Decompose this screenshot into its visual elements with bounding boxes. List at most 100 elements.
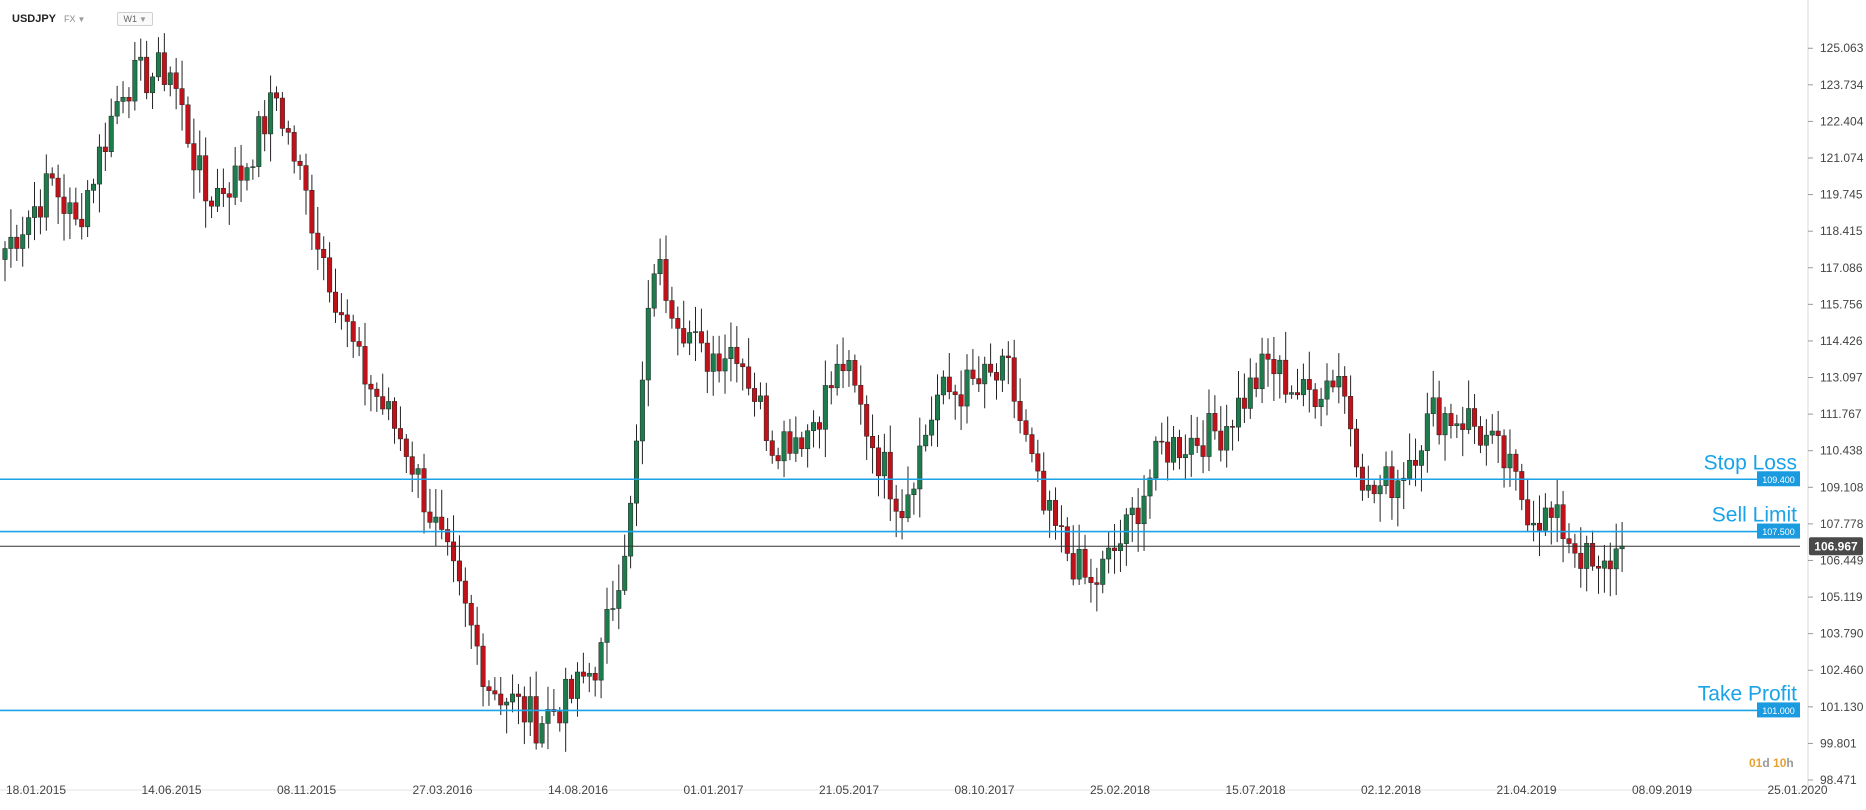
symbol-label[interactable]: USDJPY <box>12 13 57 25</box>
candle-body <box>1123 514 1129 544</box>
candle-body <box>899 511 905 519</box>
candle-body <box>934 394 940 421</box>
market-selector[interactable]: FX ▼ <box>64 14 85 24</box>
candle-body <box>1135 507 1141 525</box>
candle-body <box>356 341 362 347</box>
candle-body <box>504 701 510 706</box>
candle-body <box>1395 480 1401 499</box>
candle-body <box>952 391 958 395</box>
candle-body <box>67 202 73 214</box>
candle-body <box>250 166 256 168</box>
time-tick-label: 08.09.2019 <box>1632 783 1692 797</box>
candle-body <box>1295 392 1300 396</box>
level-price-tag <box>1757 523 1800 539</box>
candle-body <box>1076 549 1082 580</box>
candle-body <box>1070 553 1076 580</box>
candle-body <box>870 436 876 449</box>
candle-body <box>43 173 49 218</box>
candle-body <box>1554 504 1560 518</box>
candle-body <box>1147 477 1153 497</box>
candle-body <box>8 236 14 249</box>
candle-body <box>1472 408 1478 427</box>
candle-body <box>1200 445 1206 457</box>
candle-body <box>887 451 893 500</box>
candle-body <box>309 190 315 234</box>
candle-body <box>462 580 468 604</box>
candle-body <box>976 378 982 385</box>
candle-body <box>657 259 663 275</box>
candle-body <box>14 236 20 249</box>
candle-body <box>604 609 610 643</box>
candle-body <box>197 155 203 171</box>
candle-body <box>1253 377 1259 390</box>
candle-body <box>155 52 161 78</box>
candle-body <box>710 353 716 372</box>
level-name: Sell Limit <box>1712 504 1797 527</box>
candle-body <box>203 155 209 202</box>
candle-body <box>1159 440 1165 443</box>
price-tick-label: 99.801 <box>1820 736 1857 750</box>
candle-body <box>1531 522 1537 526</box>
candle-body <box>1100 558 1106 585</box>
candle-body <box>262 116 268 135</box>
candle-body <box>1171 437 1177 463</box>
time-axis[interactable]: 18.01.2015 14.06.2015 08.11.2015 27.03.2016… <box>0 783 1828 797</box>
candle-body <box>563 678 569 724</box>
candle-body <box>769 440 775 456</box>
candle-body <box>244 167 250 181</box>
level-price-label: 101.000 <box>1762 706 1795 716</box>
candle-body <box>858 385 864 405</box>
candle-body <box>220 187 226 194</box>
candle-body <box>368 383 374 390</box>
candle-body <box>1289 392 1295 395</box>
candle-body <box>1176 437 1182 459</box>
candle-body <box>20 234 26 249</box>
candle-body <box>1053 500 1059 526</box>
candle-body <box>781 431 787 462</box>
candle-body <box>1513 453 1519 472</box>
candle-body <box>1525 499 1531 526</box>
candle-body <box>1572 543 1578 554</box>
candle-body <box>616 590 622 609</box>
price-tick-label: 122.404 <box>1820 114 1864 128</box>
candle-body <box>988 363 994 373</box>
candle-body <box>816 422 822 430</box>
timeframe-selector[interactable]: W1 ▼ <box>117 12 153 26</box>
candle-body <box>734 346 740 364</box>
candle-body <box>1501 435 1507 469</box>
candle-body <box>716 353 722 372</box>
price-tick-label: 101.130 <box>1820 700 1864 714</box>
candle-body <box>527 696 533 723</box>
bar-countdown: 01d 10h <box>1749 756 1794 770</box>
candle-body <box>698 331 704 344</box>
candle-body <box>138 56 144 61</box>
candle-body <box>102 146 108 152</box>
price-tick-label: 117.086 <box>1820 261 1863 275</box>
candle-body <box>1277 359 1283 375</box>
candle-body <box>923 434 929 447</box>
candle-body <box>515 693 521 697</box>
candle-body <box>1590 543 1596 567</box>
candle-body <box>1383 466 1389 486</box>
candle-body <box>834 363 840 389</box>
candle-body <box>1218 430 1224 451</box>
candle-body <box>26 217 32 235</box>
candle-body <box>1442 413 1448 436</box>
candle-body <box>1011 357 1017 402</box>
candle-body <box>580 671 586 677</box>
candle-body <box>1424 413 1430 451</box>
candle-body <box>91 183 97 191</box>
candle-body <box>545 709 551 724</box>
candle-body <box>946 376 952 393</box>
candle-body <box>1188 437 1194 455</box>
candle-body <box>333 291 338 313</box>
time-tick-label: 01.01.2017 <box>684 783 744 797</box>
candle-body <box>49 173 55 179</box>
candle-body <box>645 307 651 381</box>
timeframe-label: W1 <box>123 14 137 24</box>
level-name: Take Profit <box>1698 682 1797 705</box>
price-axis[interactable]: 125.063 123.734 122.404 121.074 119.745 118.4… <box>1749 0 1864 790</box>
candle-body <box>268 92 274 135</box>
